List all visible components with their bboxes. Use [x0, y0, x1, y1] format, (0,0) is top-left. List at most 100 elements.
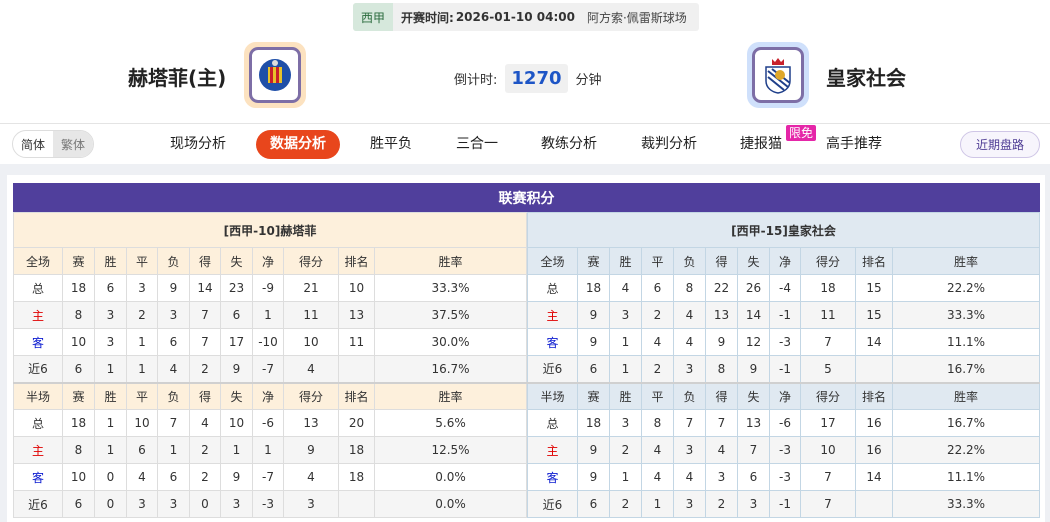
stat-cell: 18: [62, 274, 95, 302]
stat-cell: 14: [189, 274, 221, 302]
stat-cell: 2: [641, 301, 674, 329]
column-header: 排名: [855, 381, 893, 410]
table-row: 客 9 1 4 4 9 12 -3 7 14 11.1%: [527, 328, 1040, 356]
full-header-row: 全场赛胜平负得失净得分 排名 胜率: [527, 247, 1040, 275]
nav-coach-analysis[interactable]: 教练分析: [541, 136, 597, 152]
stat-cell: 18: [800, 274, 856, 302]
table-row: 近6 6 2 1 3 2 3 -1 7 33.3%: [527, 490, 1040, 518]
free-badge: 限免: [786, 125, 817, 141]
row-label: 近6: [13, 355, 63, 383]
stat-cell: 9: [737, 355, 770, 383]
column-header: 胜率: [374, 247, 527, 275]
stat-cell: 12: [737, 328, 770, 356]
stat-cell: 3: [94, 328, 127, 356]
column-header: 胜: [94, 381, 127, 410]
nav-referee-analysis[interactable]: 裁判分析: [641, 136, 697, 152]
column-header: 得分: [283, 247, 339, 275]
simplified-chinese-option[interactable]: 简体: [20, 137, 45, 152]
table-row: 总 18 3 8 7 7 13 -6 17 16 16.7%: [527, 409, 1040, 437]
stat-cell: 26: [737, 274, 770, 302]
stat-cell: 3: [737, 490, 770, 518]
stat-cell: -3: [769, 463, 801, 491]
stat-cell: -6: [769, 409, 801, 437]
stat-cell: 10: [283, 328, 339, 356]
stat-cell: 4: [641, 328, 674, 356]
column-header: 胜率: [892, 247, 1040, 275]
stat-cell: -6: [252, 409, 284, 437]
table-row: 总 18 6 3 9 14 23 -9 21 10 33.3%: [13, 274, 527, 302]
league-badge[interactable]: 西甲: [353, 3, 393, 31]
stat-cell: 6: [577, 490, 610, 518]
stat-cell: 3: [94, 301, 127, 329]
stat-cell: [338, 355, 375, 383]
table-row: 近6 6 1 1 4 2 9 -7 4 16.7%: [13, 355, 527, 383]
column-header: 失: [220, 381, 253, 410]
stat-cell: 11: [338, 328, 375, 356]
row-label: 主: [527, 301, 578, 329]
row-label: 总: [13, 409, 63, 437]
stat-cell: 4: [283, 463, 339, 491]
column-header: 排名: [338, 247, 375, 275]
stat-cell: 9: [283, 436, 339, 464]
stat-cell: 3: [157, 301, 190, 329]
stat-cell: -10: [252, 328, 284, 356]
row-label: 近6: [527, 355, 578, 383]
nav-data-analysis[interactable]: 数据分析: [256, 130, 340, 159]
stat-cell: 1: [641, 490, 674, 518]
column-header: 胜率: [892, 381, 1040, 410]
stat-cell: -3: [769, 328, 801, 356]
nav-three-in-one[interactable]: 三合一: [456, 136, 498, 152]
away-team-logo[interactable]: [747, 42, 809, 108]
stat-cell: 10: [338, 274, 375, 302]
stat-cell: 18: [577, 274, 610, 302]
stat-cell: 3: [126, 274, 158, 302]
stat-cell: -1: [769, 490, 801, 518]
stat-cell: 0: [94, 490, 127, 518]
stat-cell: 3: [157, 490, 190, 518]
home-team-name[interactable]: 赫塔菲(主): [128, 66, 227, 90]
nav-expert-picks[interactable]: 高手推荐: [826, 136, 882, 152]
stat-cell: 16.7%: [374, 355, 527, 383]
row-label: 客: [13, 463, 63, 491]
column-header: 赛: [62, 381, 95, 410]
stat-cell: 18: [577, 409, 610, 437]
table-row: 主 9 3 2 4 13 14 -1 11 15 33.3%: [527, 301, 1040, 329]
stat-cell: 4: [673, 463, 706, 491]
stat-cell: 2: [609, 436, 642, 464]
stat-cell: 3: [609, 409, 642, 437]
column-header: 平: [126, 247, 158, 275]
table-row: 近6 6 1 2 3 8 9 -1 5 16.7%: [527, 355, 1040, 383]
stat-cell: 1: [609, 328, 642, 356]
half-header-row: 半场赛胜平负得失净得分 排名 胜率: [13, 381, 527, 410]
standings-title: 联赛积分: [13, 183, 1040, 212]
nav-jiebaomao[interactable]: 捷报猫: [740, 136, 782, 152]
stat-cell: 13: [705, 301, 738, 329]
recent-handicap-button[interactable]: 近期盘路: [960, 131, 1040, 158]
stat-cell: 3: [220, 490, 253, 518]
countdown-value: 1270: [505, 64, 568, 93]
nav-win-draw-loss[interactable]: 胜平负: [370, 136, 412, 152]
home-team-logo[interactable]: [244, 42, 306, 108]
half-header-row: 半场赛胜平负得失净得分 排名 胜率: [527, 381, 1040, 410]
traditional-chinese-option[interactable]: 繁体: [53, 131, 93, 157]
stat-cell: 6: [62, 490, 95, 518]
stat-cell: 9: [577, 463, 610, 491]
row-label: 近6: [527, 490, 578, 518]
stat-cell: 18: [62, 409, 95, 437]
stat-cell: 7: [673, 409, 706, 437]
stat-cell: 9: [577, 436, 610, 464]
column-header: 全场: [527, 247, 578, 275]
nav-live-analysis[interactable]: 现场分析: [170, 136, 226, 152]
away-team-name[interactable]: 皇家社会: [826, 66, 906, 90]
stat-cell: -7: [252, 355, 284, 383]
stat-cell: 2: [189, 436, 221, 464]
stat-cell: [338, 490, 375, 518]
language-toggle[interactable]: 简体 繁体: [12, 130, 94, 158]
column-header: 净: [769, 247, 801, 275]
stat-cell: 9: [220, 463, 253, 491]
column-header: 半场: [527, 381, 578, 410]
stat-cell: 3: [705, 463, 738, 491]
table-row: 近6 6 0 3 3 0 3 -3 3 0.0%: [13, 490, 527, 518]
stat-cell: 1: [126, 355, 158, 383]
stat-cell: 2: [189, 355, 221, 383]
